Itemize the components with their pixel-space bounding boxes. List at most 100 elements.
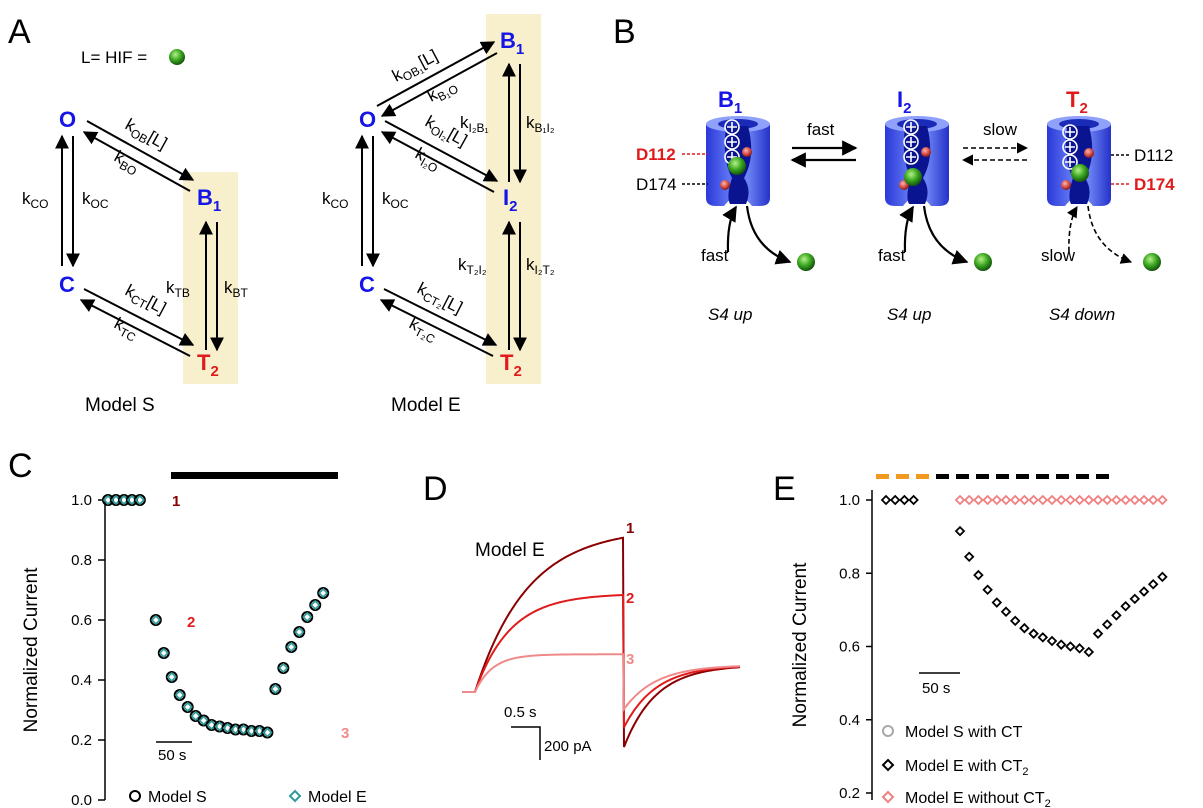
c-y-tick-label: 0.6 [71, 612, 92, 629]
e-point-with-ct2 [1055, 639, 1067, 650]
e-black-dash [976, 474, 989, 479]
c-point-model-e [134, 494, 146, 506]
rate-kob: kOB[L] [121, 115, 171, 156]
c-point-model-e [182, 701, 193, 713]
bound-ligand-b1 [728, 157, 746, 175]
c-marker-2: 2 [187, 614, 195, 631]
bound-ligand-t2 [1071, 164, 1089, 182]
c-y-tick-label: 1.0 [71, 492, 92, 509]
e-point-with-ct2 [1037, 632, 1049, 643]
transition-fast-label: fast [807, 120, 835, 139]
e-point-without-ct2 [1138, 494, 1150, 506]
channel-t2 [1047, 116, 1111, 206]
free-ligand-b1 [797, 253, 815, 271]
free-ligand-i2 [974, 253, 992, 271]
c-point-model-e [278, 662, 289, 674]
e-point-with-ct2 [954, 525, 966, 537]
c-point-model-e [174, 689, 185, 701]
e-orange-dash [876, 474, 889, 479]
t2-binding-slow: slow [1041, 246, 1076, 265]
model-e-state-c: C [359, 272, 375, 297]
model-e-state-b1: B1 [500, 28, 524, 58]
e-point-with-ct2 [991, 597, 1003, 608]
e-point-baseline [899, 494, 910, 506]
c-point-model-e [198, 715, 209, 726]
e-point-without-ct2 [991, 494, 1003, 506]
arrow-b1-to-o-e [380, 52, 498, 117]
e-y-ticks: 0.2 0.4 0.6 0.8 1.0 [839, 492, 872, 802]
rate-ki2o: kI₂O [411, 144, 444, 176]
e-legend-model-e-without-ct2: Model E without CT2 [905, 790, 1051, 808]
d-model-label: Model E [475, 540, 545, 561]
caption-b1: S4 up [708, 305, 752, 324]
c-y-tick-label: 0.8 [71, 552, 92, 569]
label-d112-right: D112 [1134, 146, 1173, 165]
d-trace-2 [462, 593, 741, 728]
c-point-model-e [254, 725, 265, 737]
e-black-dash [996, 474, 1009, 479]
ligand-definition: L= HIF = [81, 48, 147, 67]
e-data-points [880, 494, 1168, 658]
label-d112-left: D112 [636, 145, 676, 164]
e-point-without-ct2 [1037, 494, 1049, 506]
rate-kbt: kBT [224, 278, 249, 300]
e-point-with-ct2 [1028, 628, 1039, 639]
e-point-baseline [889, 494, 901, 506]
rate-kco-e: kCO [322, 189, 349, 211]
residue-d174-t2 [1061, 180, 1071, 190]
d-trace-1 [462, 536, 741, 748]
e-legend-marker-e-ct2 [881, 758, 895, 772]
rate-kb1i2: kB₁I₂ [526, 113, 555, 135]
e-point-without-ct2 [1019, 494, 1030, 506]
c-point-model-e [158, 647, 169, 659]
model-e-state-i2: I2 [503, 185, 517, 215]
d-current-scale: 200 pA [544, 738, 592, 755]
e-point-without-ct2 [1092, 494, 1104, 506]
model-e-title: Model E [391, 395, 461, 416]
d-trace-label-3: 3 [626, 651, 634, 668]
model-s-state-c: C [59, 272, 75, 297]
e-y-axis-label: Normalized Current [790, 562, 811, 727]
c-marker-1: 1 [172, 493, 180, 510]
c-legend-model-e-marker [288, 789, 302, 803]
d-current-traces [462, 536, 741, 748]
e-black-dash [1016, 474, 1029, 479]
e-point-without-ct2 [1129, 494, 1141, 506]
arrow-b1-to-o [82, 131, 191, 192]
residue-d112-b1 [742, 147, 752, 157]
c-point-model-e [262, 727, 273, 738]
e-point-without-ct2 [1101, 494, 1113, 506]
b1-entry-arrow [722, 205, 737, 253]
e-black-dash [956, 474, 969, 479]
panel-c-label: C [8, 447, 33, 485]
model-s-state-b1: B1 [197, 185, 221, 215]
c-point-model-e [318, 587, 329, 599]
d-trace-label-1: 1 [626, 520, 634, 537]
e-orange-dash [916, 474, 929, 479]
panel-c: C 0.00.20.40.60.81.0 Normalized Current … [8, 447, 367, 808]
e-black-dash [1036, 474, 1049, 479]
arrow-o-to-i2 [384, 120, 499, 182]
e-point-with-ct2 [1074, 643, 1085, 654]
e-point-without-ct2 [1028, 494, 1039, 506]
e-y-tick-label: 0.2 [839, 785, 860, 802]
e-legend-marker-e-no-ct2 [881, 790, 895, 804]
ligand-ball-icon [169, 49, 185, 65]
model-s-title: Model S [85, 395, 155, 416]
c-y-tick-label: 0.2 [71, 732, 92, 749]
e-point-baseline [908, 494, 919, 506]
model-e-diagram: O C B1 I2 T2 kOB₁[L] kB₁O kOI₂[L] kI₂O k… [322, 14, 555, 416]
arrow-t2-to-c-e [379, 299, 494, 357]
e-point-with-ct2 [1019, 622, 1030, 634]
e-point-without-ct2 [1074, 494, 1085, 506]
d-trace-3 [462, 653, 741, 713]
c-point-model-e [302, 611, 313, 623]
residue-d112-i2 [921, 147, 931, 157]
rate-koc: kOC [82, 189, 109, 211]
e-point-without-ct2 [1147, 494, 1159, 506]
model-s-diagram: O C B1 T2 kCO kOC kOB[L] kBO kTB kBT kCT… [22, 107, 249, 416]
e-point-without-ct2 [1000, 494, 1012, 506]
c-point-model-e [286, 641, 297, 653]
